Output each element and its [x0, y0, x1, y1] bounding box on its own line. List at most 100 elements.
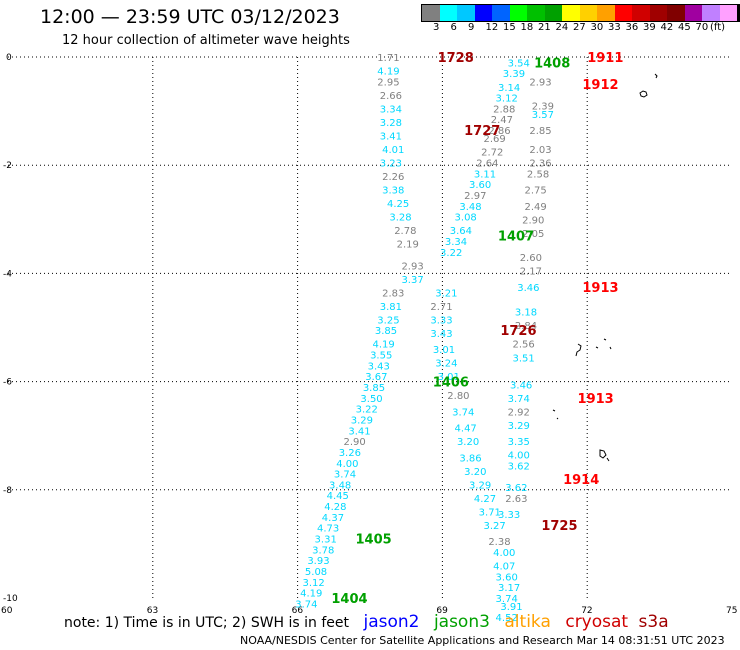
swh-label: 3.85 — [375, 326, 397, 337]
legend-swatch — [684, 5, 702, 21]
swh-label: 3.23 — [380, 158, 402, 169]
swh-label: 2.47 — [491, 115, 513, 126]
swh-label: 3.67 — [365, 372, 387, 383]
swh-label: 3.81 — [380, 302, 402, 313]
swh-label: 3.93 — [307, 556, 329, 567]
swh-label: 2.88 — [493, 104, 515, 115]
swh-label: 4.28 — [324, 502, 346, 513]
swh-label: 3.22 — [440, 248, 462, 259]
legend-tick: 30 — [590, 22, 604, 33]
legend-tick: 27 — [573, 22, 586, 33]
swh-label: 3.37 — [401, 275, 423, 286]
legend-tick: 18 — [520, 22, 534, 33]
swh-label: 3.01 — [438, 372, 460, 383]
swh-label: 3.62 — [508, 461, 530, 472]
swh-label: 4.37 — [322, 513, 344, 524]
pass-label: 1913 — [582, 281, 618, 296]
swh-label: 3.33 — [430, 315, 452, 326]
pass-label: 1406 — [433, 376, 469, 391]
legend-swatch — [614, 5, 632, 21]
x-tick-label: 72 — [581, 606, 592, 616]
swh-label: 3.54 — [508, 58, 530, 69]
sat-s3a-label: s3a — [638, 612, 669, 632]
swh-label: 3.48 — [329, 480, 351, 491]
legend-tick: 9 — [468, 22, 475, 33]
swh-label: 3.29 — [469, 480, 491, 491]
legend-swatch — [527, 5, 545, 21]
swh-label: 2.95 — [377, 77, 399, 88]
legend-swatch — [544, 5, 562, 21]
swh-label: 3.28 — [380, 118, 402, 129]
swh-label: 2.56 — [512, 340, 534, 351]
legend-tick: 42 — [660, 22, 674, 33]
swh-label: 3.20 — [457, 437, 479, 448]
color-legend — [421, 4, 740, 22]
swh-label: 3.74 — [508, 394, 530, 405]
swh-label: 2.36 — [529, 158, 551, 169]
swh-label: 3.35 — [508, 437, 530, 448]
x-tick-label: 69 — [436, 606, 448, 616]
axis-labels: 60 63 66 69 72 75 0 -2 -4 -6 -8 -10 — [1, 53, 737, 616]
legend-swatch — [562, 5, 580, 21]
swh-label: 4.45 — [327, 491, 349, 502]
swh-label: 3.51 — [512, 353, 534, 364]
swh-label: 2.93 — [401, 261, 423, 272]
swh-label: 2.19 — [397, 240, 419, 251]
swh-label: 2.05 — [522, 229, 544, 240]
swh-label: 3.26 — [339, 448, 361, 459]
swh-label: 4.19 — [300, 589, 322, 600]
swh-label: 3.29 — [351, 415, 373, 426]
swh-label: 4.27 — [474, 494, 496, 505]
swh-label: 2.92 — [508, 407, 530, 418]
swh-label: 3.46 — [510, 380, 532, 391]
swh-label: 3.74 — [496, 594, 518, 605]
note-text: note: 1) Time is in UTC; 2) SWH is in fe… — [64, 615, 350, 631]
pass-label: 1404 — [331, 592, 367, 607]
swh-label: 2.49 — [525, 202, 547, 213]
swh-label: 2.72 — [481, 148, 503, 159]
pass-label: 1726 — [500, 324, 536, 339]
swh-label: 3.62 — [505, 483, 527, 494]
swh-label: 3.12 — [496, 94, 518, 105]
wave-height-labels: 1.714.192.952.663.343.283.414.013.232.26… — [295, 53, 554, 624]
swh-label: 2.17 — [520, 267, 542, 278]
map-title: 12:00 — 23:59 UTC 03/12/2023 — [40, 6, 340, 28]
swh-label: 1.71 — [377, 53, 399, 64]
swh-label: 2.69 — [483, 134, 505, 145]
swh-label: 2.90 — [522, 215, 544, 226]
swh-label: 3.18 — [515, 307, 537, 318]
legend-swatch — [737, 5, 740, 21]
legend-ticks: 3 6 9 12 15 18 21 24 27 30 33 36 39 42 45 70 (ft) — [421, 22, 731, 36]
swh-label: 3.48 — [459, 202, 481, 213]
legend-tick: 15 — [503, 22, 516, 33]
swh-label: 3.39 — [503, 69, 525, 80]
swh-label: 3.85 — [363, 383, 385, 394]
legend-swatch — [649, 5, 667, 21]
swh-label: 2.60 — [520, 253, 542, 264]
legend-swatch — [457, 5, 475, 21]
swh-label: 3.34 — [380, 104, 402, 115]
y-tick-label: -8 — [3, 486, 12, 496]
swh-label: 4.00 — [336, 459, 358, 470]
swh-label: 4.19 — [377, 67, 399, 78]
legend-swatch — [667, 5, 685, 21]
legend-tick: 21 — [538, 22, 551, 33]
swh-label: 3.34 — [445, 237, 467, 248]
swh-label: 4.00 — [508, 451, 530, 462]
legend-swatch — [719, 5, 737, 21]
swh-label: 3.27 — [483, 521, 505, 532]
swh-label: 4.00 — [493, 548, 515, 559]
pass-label: 1407 — [498, 230, 534, 245]
swh-label: 2.03 — [529, 145, 551, 156]
swh-label: 3.11 — [474, 169, 496, 180]
pass-label: 1728 — [438, 51, 474, 66]
swh-label: 2.66 — [380, 91, 402, 102]
legend-swatch — [492, 5, 510, 21]
sat-jason3-label: jason3 — [433, 612, 490, 632]
swh-label: 3.25 — [377, 315, 399, 326]
swh-label: 2.75 — [525, 186, 547, 197]
swh-label: 3.12 — [302, 578, 324, 589]
pass-label: 1911 — [587, 51, 623, 66]
swh-label: 2.83 — [382, 288, 404, 299]
swh-label: 3.50 — [360, 394, 382, 405]
